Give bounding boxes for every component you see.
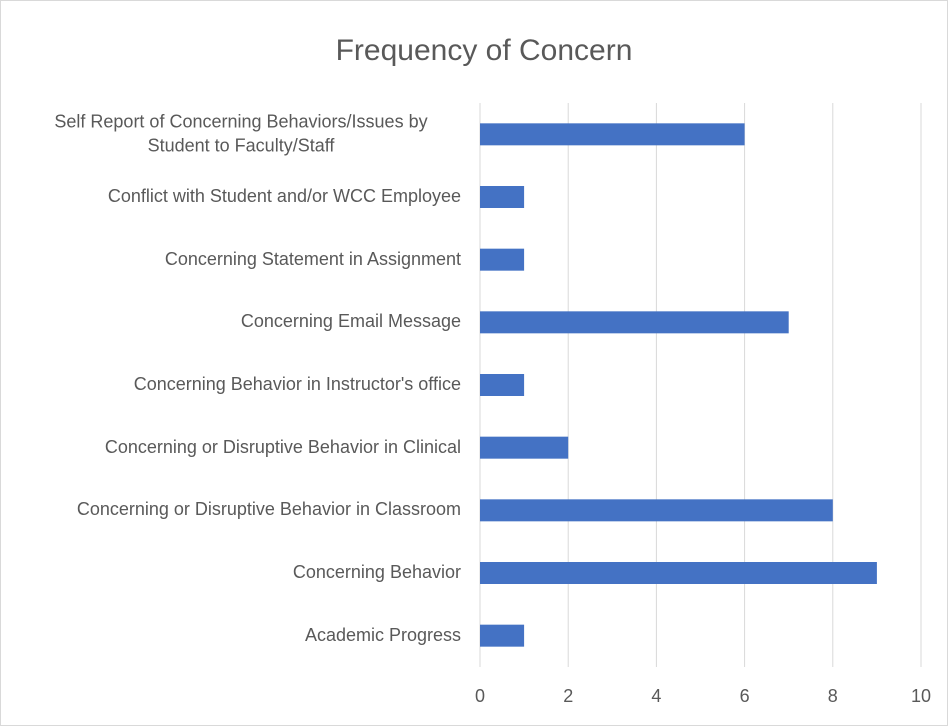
y-tick-label-box: Conflict with Student and/or WCC Employe…: [11, 185, 461, 209]
x-tick-label: 6: [740, 686, 750, 706]
y-tick-label-box: Concerning Behavior: [11, 561, 461, 585]
y-tick-label: Concerning or Disruptive Behavior in Cla…: [76, 499, 461, 520]
bar: [480, 624, 525, 647]
y-tick-label: Concerning Behavior in Instructor's offi…: [133, 374, 461, 395]
y-tick-label: Concerning or Disruptive Behavior in Cli…: [104, 436, 461, 457]
y-tick-label: Concerning Statement in Assignment: [164, 248, 461, 269]
bar: [480, 311, 789, 334]
bar: [480, 186, 525, 208]
x-tick-label: 4: [651, 686, 661, 706]
y-tick-label-box: Academic Progress: [11, 624, 461, 648]
y-tick-label: Academic Progress: [304, 624, 461, 645]
y-tick-label: Concerning Email Message: [240, 311, 461, 332]
y-tick-label-box: Concerning or Disruptive Behavior in Cli…: [11, 436, 461, 460]
bar: [480, 436, 569, 459]
bar: [480, 562, 877, 584]
bar: [480, 374, 525, 396]
y-tick-label-box: Self Report of Concerning Behaviors/Issu…: [11, 111, 461, 159]
y-tick-label-box: Concerning Email Message: [11, 310, 461, 334]
y-tick-label: Self Report of Concerning Behaviors/Issu…: [54, 111, 428, 156]
y-tick-label: Conflict with Student and/or WCC Employe…: [107, 186, 461, 207]
y-tick-label: Concerning Behavior: [292, 562, 461, 583]
x-tick-label: 8: [828, 686, 838, 706]
y-tick-label-box: Concerning Statement in Assignment: [11, 248, 461, 272]
bar: [480, 123, 745, 146]
x-tick-label: 10: [911, 686, 931, 706]
bar: [480, 248, 525, 271]
x-tick-label: 0: [475, 686, 485, 706]
bar: [480, 499, 833, 522]
y-tick-label-box: Concerning Behavior in Instructor's offi…: [11, 373, 461, 397]
chart-title: Frequency of Concern: [336, 34, 633, 67]
x-tick-label: 2: [563, 686, 573, 706]
y-tick-label-box: Concerning or Disruptive Behavior in Cla…: [11, 498, 461, 522]
